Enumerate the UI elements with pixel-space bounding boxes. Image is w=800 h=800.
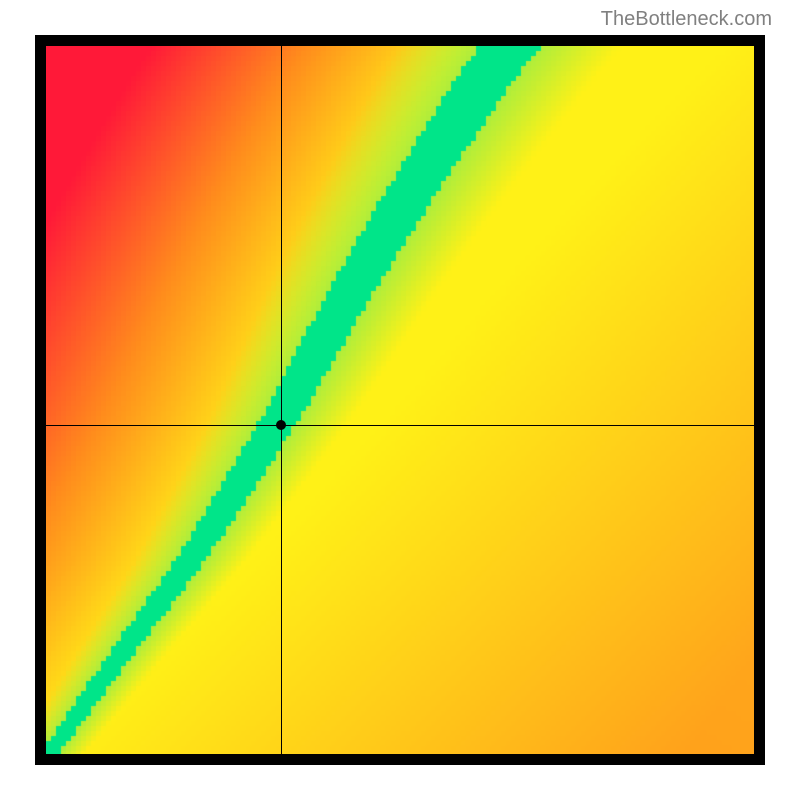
crosshair-vertical [281,46,282,754]
plot-outer-border [35,35,765,765]
crosshair-horizontal [46,425,754,426]
crosshair-marker [276,420,286,430]
heatmap-canvas [46,46,754,754]
watermark-text: TheBottleneck.com [601,8,772,31]
plot-area [46,46,754,754]
